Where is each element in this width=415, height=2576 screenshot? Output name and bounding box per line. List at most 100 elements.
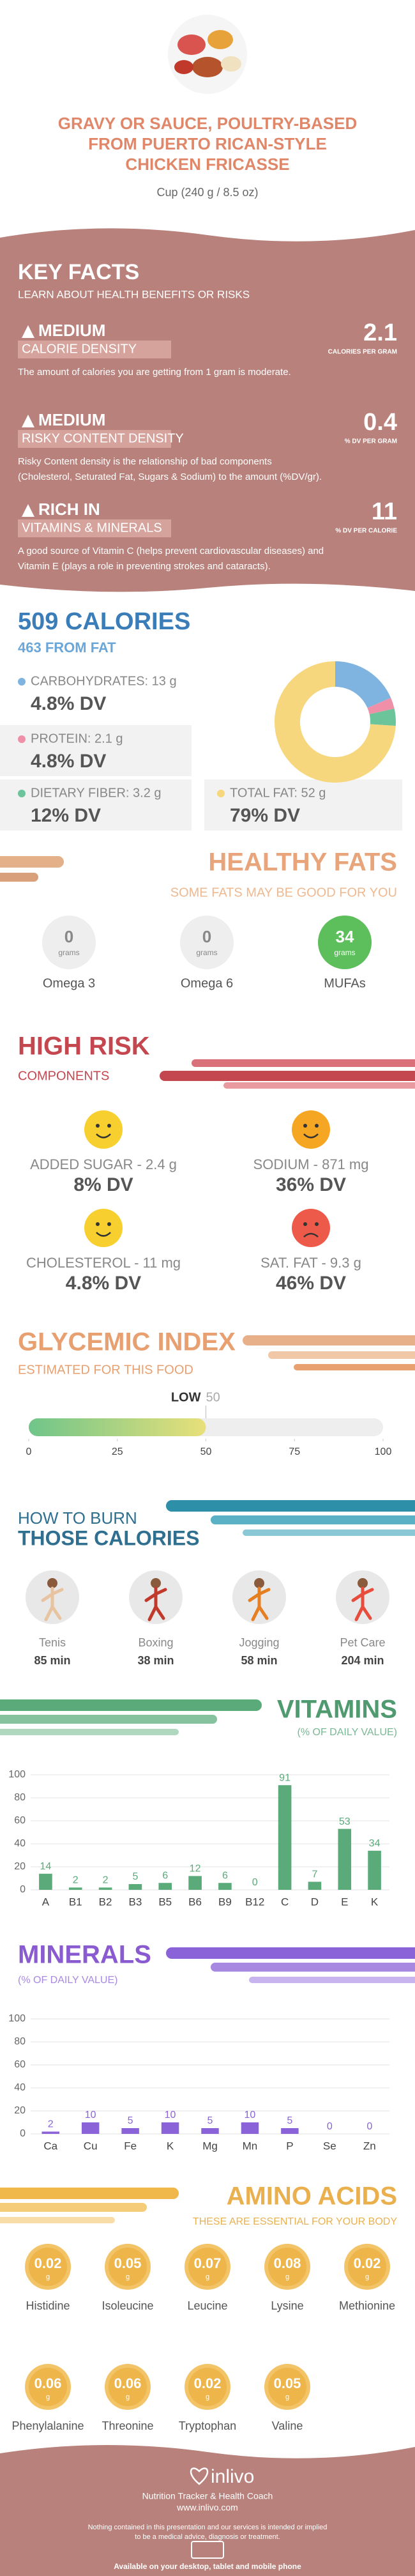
amino-circle-inner	[188, 2248, 227, 2286]
value-label: 0	[327, 2121, 333, 2132]
amino-unit: g	[365, 2273, 369, 2281]
footer-bg	[0, 2444, 415, 2576]
value-label: 12	[190, 1864, 201, 1874]
fact-unit: CALORIES PER GRAM	[328, 349, 397, 356]
key-facts-bg	[0, 228, 415, 592]
fat-circle	[180, 916, 234, 969]
fact-icon	[22, 325, 34, 338]
y-tick-label: 0	[20, 1884, 26, 1895]
face	[292, 1110, 330, 1149]
decoration	[268, 1351, 415, 1359]
activity-body	[248, 1586, 271, 1621]
x-tick-label: 75	[289, 1446, 300, 1457]
bar	[218, 1883, 232, 1890]
face-eye	[303, 1124, 307, 1128]
x-tick-label: K	[167, 2140, 174, 2152]
amino-value: 0.02	[34, 2255, 62, 2271]
decoration	[166, 1500, 415, 1512]
face-eye	[107, 1222, 111, 1226]
y-tick-label: 40	[14, 2082, 26, 2093]
activity-head	[358, 1578, 368, 1588]
item-bg	[0, 725, 192, 776]
activity-name: Tenis	[39, 1636, 66, 1649]
x-tick-label: A	[42, 1896, 50, 1908]
decoration	[249, 1977, 415, 1983]
activity-head	[254, 1578, 264, 1588]
y-tick-label: 80	[14, 1792, 26, 1803]
section-subtitle: ESTIMATED FOR THIS FOOD	[18, 1363, 193, 1377]
amino-circle-inner	[29, 2248, 67, 2286]
section-subtitle: THESE ARE ESSENTIAL FOR YOUR BODY	[193, 2216, 397, 2227]
title: GRAVY OR SAUCE, POULTRY-BASED	[58, 114, 358, 133]
fact-value: 11	[372, 498, 397, 525]
amino-circle-inner	[109, 2368, 147, 2406]
section-title: HIGH RISK	[18, 1032, 150, 1061]
section-title: GLYCEMIC INDEX	[18, 1328, 236, 1356]
item-name: PROTEIN: 2.1 g	[31, 732, 123, 746]
section-title: 509 CALORIES	[18, 608, 190, 635]
fact-band	[18, 341, 171, 358]
activity-time: 58 min	[241, 1654, 277, 1667]
amino-unit: g	[46, 2393, 50, 2401]
activity-time: 85 min	[34, 1654, 70, 1667]
donut-segment	[369, 709, 396, 726]
section-title: VITAMINS	[277, 1696, 397, 1724]
fact-unit: % DV PER GRAM	[345, 438, 397, 445]
item-bg	[204, 779, 402, 831]
donut-segment	[335, 661, 391, 709]
risk-name: SODIUM - 871 mg	[253, 1156, 369, 1172]
amino-unit: g	[46, 2273, 50, 2281]
fact-description: (Cholesterol, Seturated Fat, Sugars & So…	[18, 471, 322, 482]
bar	[201, 2128, 219, 2134]
title: CHICKEN FRICASSE	[125, 155, 289, 174]
bar	[158, 1883, 172, 1890]
x-tick-label: D	[311, 1896, 319, 1908]
y-tick-label: 20	[14, 2105, 26, 2116]
bar	[281, 2128, 299, 2134]
decoration	[166, 1947, 415, 1959]
value-label: 5	[207, 2115, 213, 2126]
activity-head	[47, 1578, 57, 1588]
fact-band	[18, 430, 171, 448]
face-eye	[303, 1222, 307, 1226]
bar	[338, 1828, 352, 1890]
value-label: 6	[162, 1870, 168, 1881]
bar	[161, 2122, 179, 2134]
amino-value: 0.06	[114, 2375, 142, 2391]
x-tick-label: Mg	[202, 2140, 218, 2152]
y-tick-label: 60	[14, 1815, 26, 1826]
section-title: AMINO ACIDS	[227, 2182, 397, 2211]
y-tick-label: 100	[8, 1769, 26, 1780]
value-label: 0	[366, 2121, 372, 2132]
item-name: CARBOHYDRATES: 13 g	[31, 674, 177, 688]
decoration	[0, 2188, 179, 2199]
fact-description: Risky Content density is the relationshi…	[18, 456, 272, 467]
risk-dv: 8% DV	[73, 1174, 133, 1195]
face	[84, 1209, 123, 1247]
x-tick-label: 25	[112, 1446, 123, 1457]
section-subtitle: COMPONENTS	[18, 1069, 109, 1083]
footer-available: Available on your desktop, tablet and mo…	[114, 2562, 301, 2571]
fact-value: 0.4	[363, 409, 397, 436]
bar	[42, 2131, 59, 2134]
item-name: TOTAL FAT: 52 g	[230, 786, 326, 800]
activity-body	[41, 1586, 64, 1621]
fat-circle	[318, 916, 372, 969]
footer-url: www.inlivo.com	[176, 2503, 238, 2513]
amino-value: 0.06	[34, 2375, 62, 2391]
amino-unit: g	[126, 2393, 130, 2401]
activity-name: Boxing	[138, 1636, 173, 1649]
amino-name: Tryptophan	[179, 2419, 236, 2432]
section-title: KEY FACTS	[18, 260, 139, 284]
amino-name: Valine	[272, 2419, 303, 2432]
face	[84, 1110, 123, 1149]
decoration	[0, 2203, 147, 2212]
x-tick-label: Cu	[84, 2140, 98, 2152]
fat-value: 0	[64, 927, 73, 946]
footer-tagline: Nutrition Tracker & Health Coach	[142, 2491, 273, 2501]
section-subtitle: THOSE CALORIES	[18, 1526, 199, 1549]
amino-name: Isoleucine	[102, 2299, 153, 2312]
fact-name: VITAMINS & MINERALS	[22, 521, 162, 535]
x-tick-label: E	[341, 1896, 348, 1908]
fat-value: 0	[202, 927, 211, 946]
